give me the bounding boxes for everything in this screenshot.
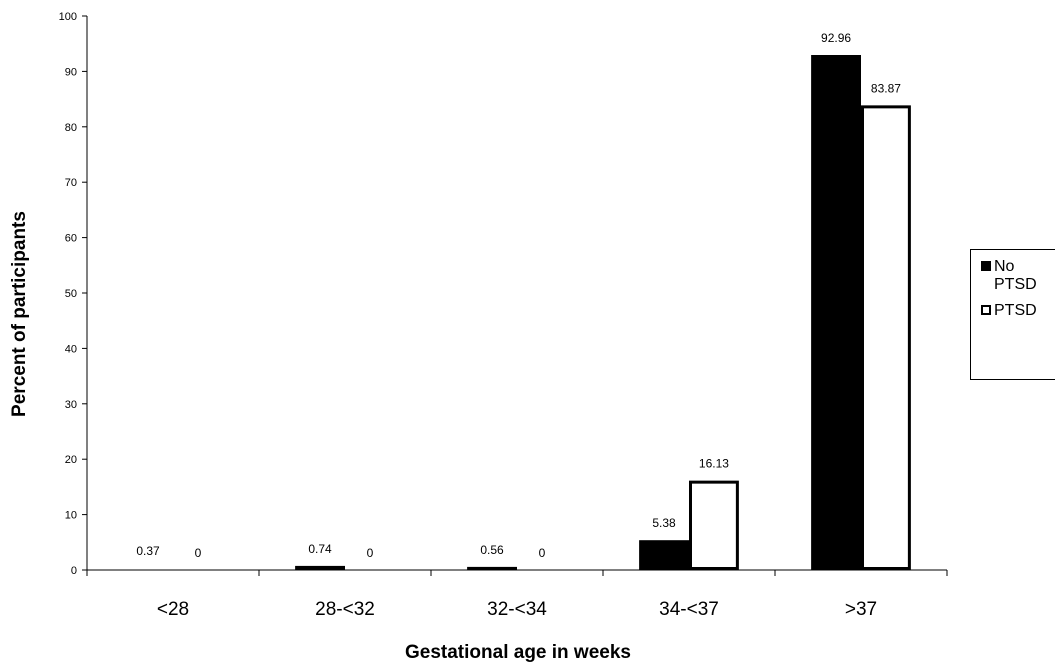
x-category-label: 28-<32 xyxy=(315,599,375,620)
data-label: 0 xyxy=(195,546,202,560)
x-axis: <28 28-<32 32-<34 34-<37 >37 xyxy=(86,569,948,620)
legend-label-no-ptsd: No PTSD xyxy=(994,258,1037,293)
bar-no-ptsd xyxy=(639,540,689,571)
bar-ptsd xyxy=(689,480,739,570)
data-label: 0.56 xyxy=(480,543,504,557)
legend-item-ptsd: PTSD xyxy=(981,302,1037,320)
bar-no-ptsd xyxy=(811,55,861,571)
legend: No PTSD PTSD xyxy=(970,249,1055,380)
y-tick-label: 50 xyxy=(65,288,77,300)
y-tick-label: 90 xyxy=(65,66,77,78)
x-axis-title: Gestational age in weeks xyxy=(405,642,631,663)
bar-no-ptsd xyxy=(295,565,345,570)
y-tick-label: 80 xyxy=(65,122,77,134)
data-label: 5.38 xyxy=(652,516,676,530)
data-label: 0 xyxy=(367,546,374,560)
legend-swatch-no-ptsd xyxy=(981,261,991,271)
legend-swatch-ptsd xyxy=(981,305,991,315)
y-tick-label: 100 xyxy=(59,11,77,23)
data-labels: 0.37 0.74 0.56 5.38 92.96 0 0 0 16.13 83.87 xyxy=(136,31,901,560)
y-axis: 0 10 20 30 40 50 60 70 80 90 100 xyxy=(59,11,88,577)
x-category-label: >37 xyxy=(845,599,877,620)
y-tick-label: 10 xyxy=(65,510,77,522)
x-category-label: 34-<37 xyxy=(659,599,719,620)
legend-label-ptsd: PTSD xyxy=(994,302,1037,319)
y-tick-label: 20 xyxy=(65,454,77,466)
x-category-label: 32-<34 xyxy=(487,599,547,620)
y-axis-title: Percent of participants xyxy=(9,211,30,417)
y-tick-label: 30 xyxy=(65,399,77,411)
legend-item-no-ptsd: No PTSD xyxy=(981,258,1037,294)
y-tick-label: 60 xyxy=(65,233,77,245)
data-label: 0.74 xyxy=(308,542,332,556)
x-category-label: <28 xyxy=(157,599,189,620)
bar-ptsd xyxy=(861,105,911,570)
y-tick-label: 40 xyxy=(65,343,77,355)
data-label: 83.87 xyxy=(871,81,901,95)
data-label: 0.37 xyxy=(136,544,160,558)
y-tick-label: 70 xyxy=(65,177,77,189)
data-label: 92.96 xyxy=(821,31,851,45)
data-label: 16.13 xyxy=(699,457,729,471)
data-label: 0 xyxy=(539,546,546,560)
bars xyxy=(295,55,911,571)
y-tick-label: 0 xyxy=(71,565,77,577)
